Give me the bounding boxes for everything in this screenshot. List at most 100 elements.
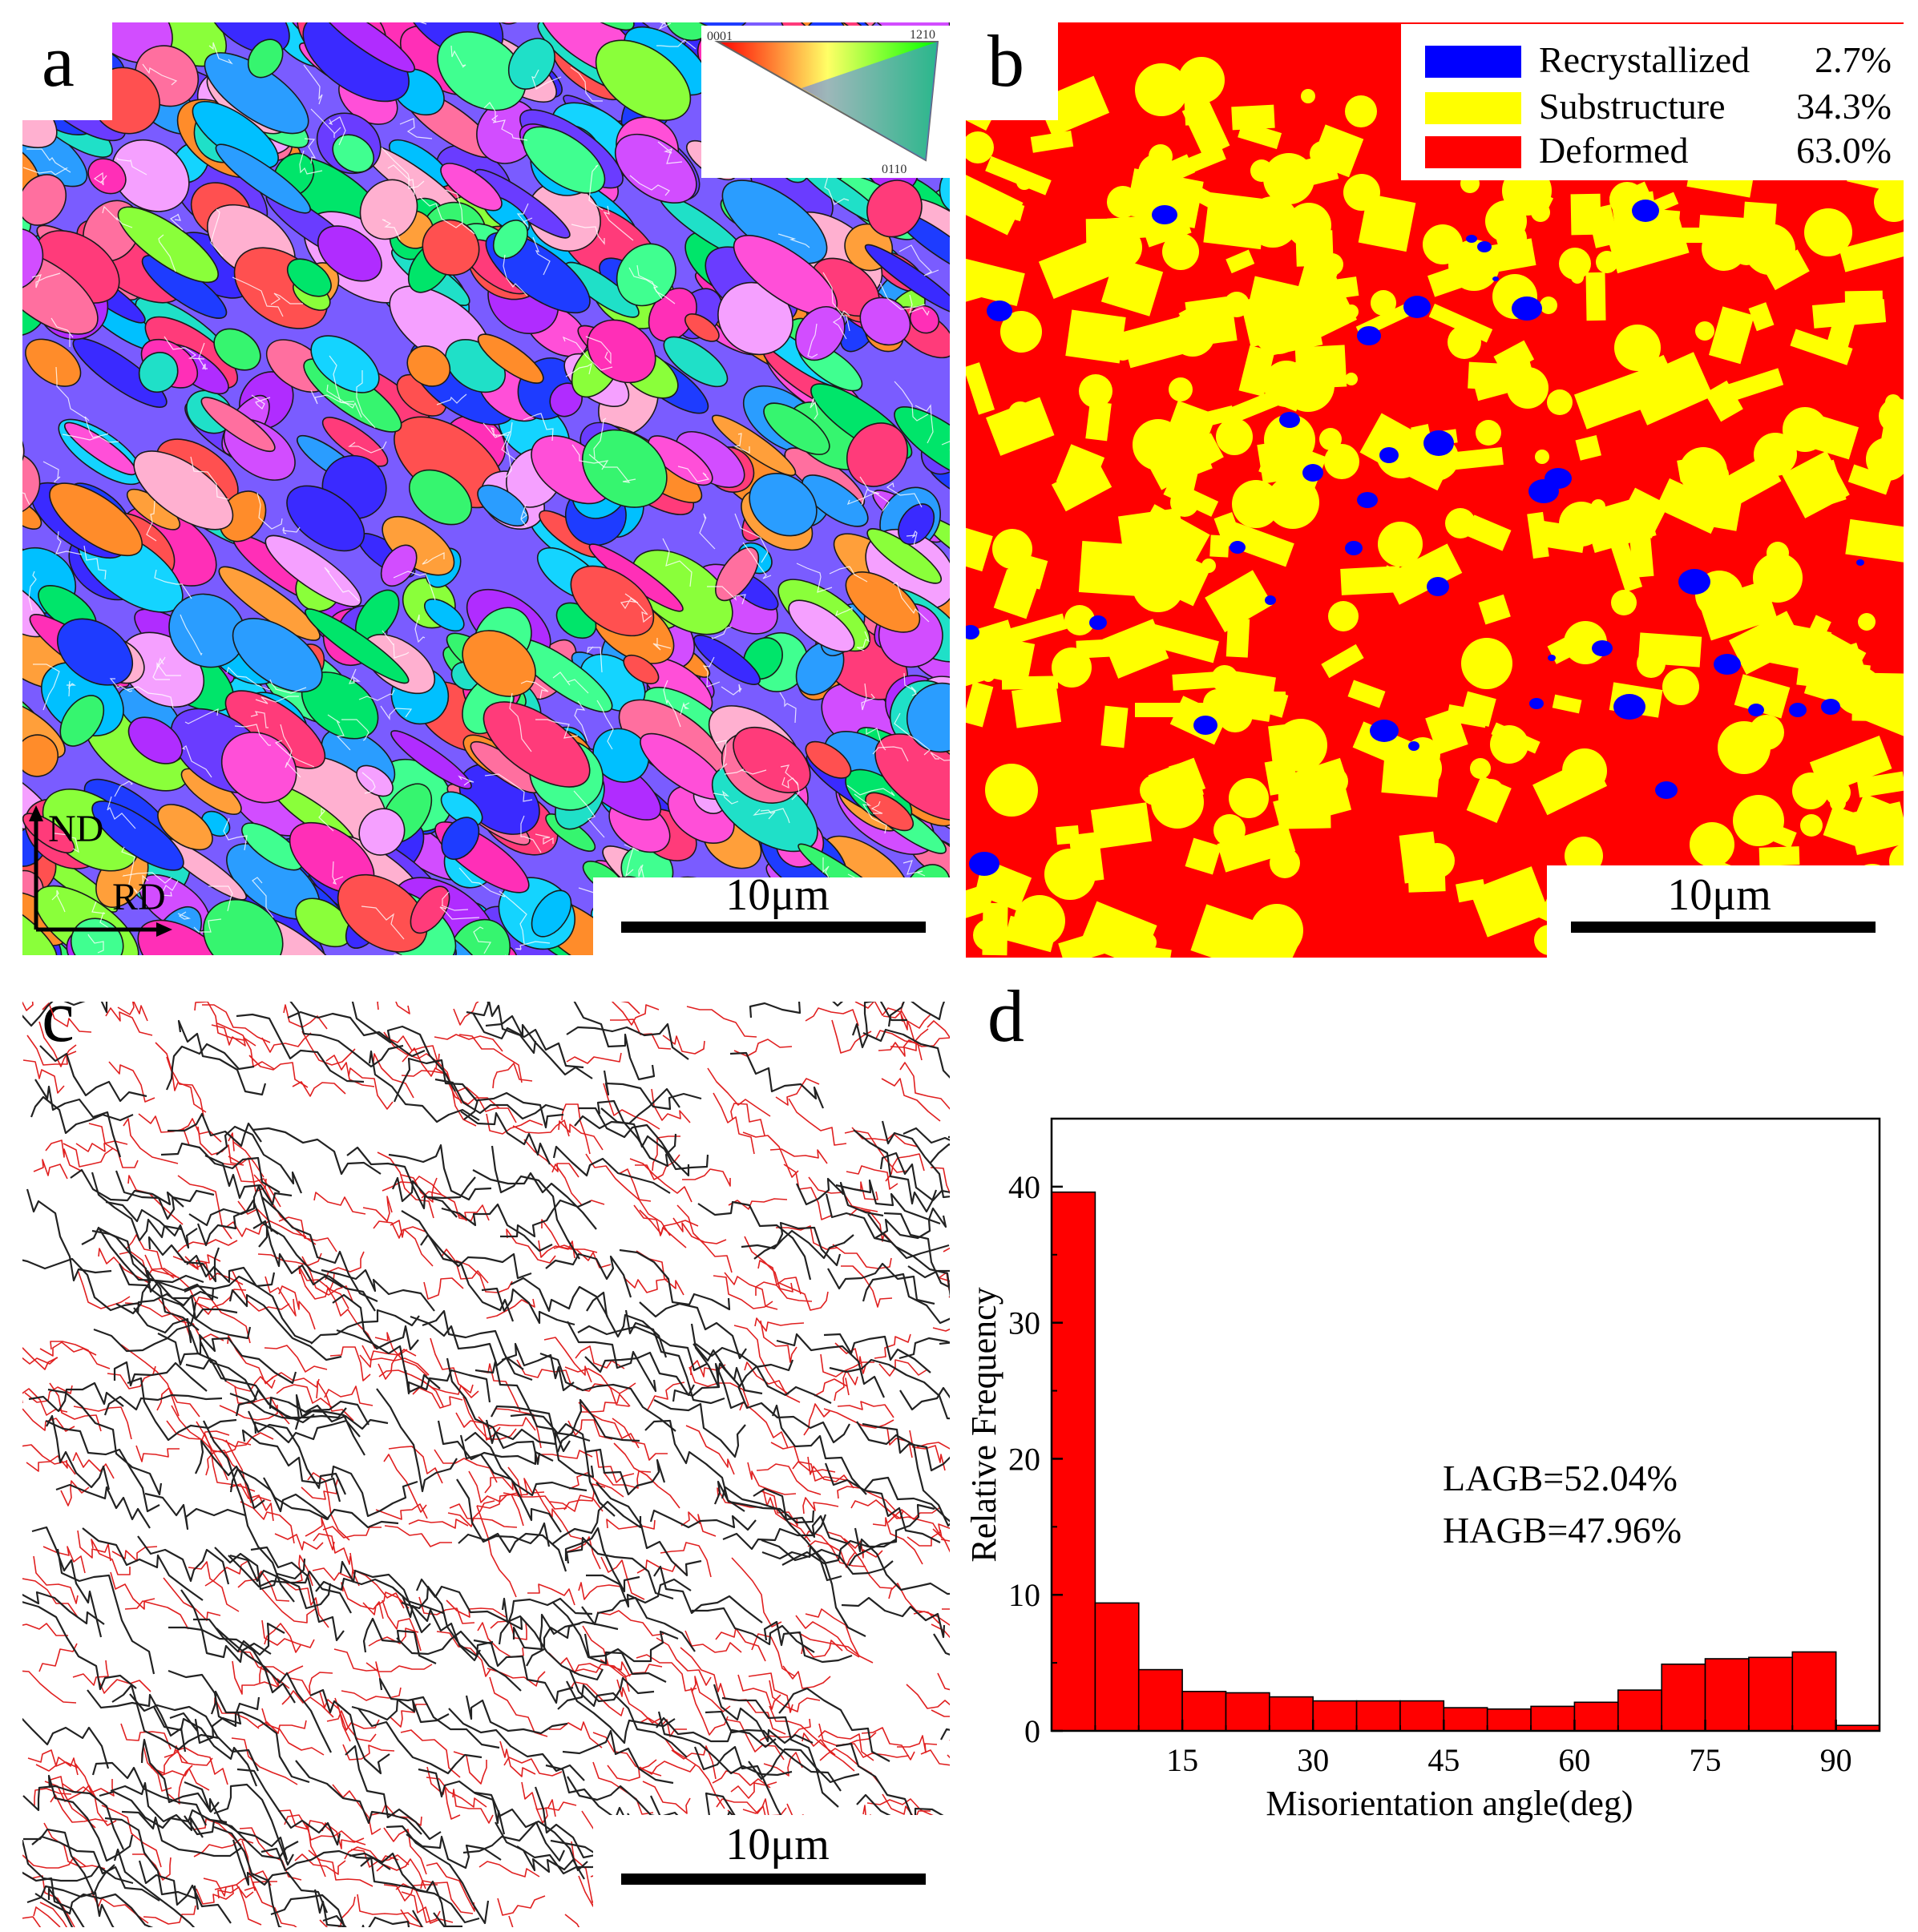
high-angle-boundary: [556, 1398, 640, 1453]
low-angle-boundary: [150, 1765, 210, 1791]
low-angle-boundary: [342, 1744, 395, 1761]
recrystallized-grain: [1544, 468, 1572, 489]
low-angle-boundary: [680, 701, 690, 716]
substructure-region: [1232, 480, 1280, 528]
high-angle-boundary: [874, 1207, 947, 1240]
low-angle-boundary: [414, 614, 426, 643]
low-angle-boundary: [38, 1643, 78, 1672]
low-angle-boundary: [906, 1684, 950, 1728]
legend-percent-substructure: 34.3%: [1796, 86, 1892, 127]
high-angle-boundary: [804, 1916, 902, 1927]
low-angle-boundary: [603, 1083, 660, 1130]
grain: [570, 565, 655, 637]
low-angle-boundary: [535, 833, 554, 845]
low-angle-boundary: [277, 1809, 326, 1878]
high-angle-boundary: [22, 1712, 110, 1769]
low-angle-boundary: [225, 1439, 272, 1503]
low-angle-boundary: [520, 680, 549, 700]
nd-rd-axes: ND RD: [29, 805, 172, 937]
low-angle-boundary: [512, 1119, 570, 1137]
legend-percent-deformed: 63.0%: [1796, 130, 1892, 171]
substructure-region: [1731, 235, 1762, 265]
high-angle-boundary: [472, 1012, 584, 1069]
high-angle-boundary: [127, 1377, 237, 1442]
low-angle-boundary: [84, 416, 109, 438]
high-angle-boundary: [216, 1125, 303, 1194]
high-angle-boundary: [636, 1916, 758, 1927]
substructure-region: [1559, 502, 1604, 547]
grain: [157, 804, 213, 851]
low-angle-boundary: [832, 1244, 892, 1269]
low-angle-boundary: [620, 598, 639, 610]
grain: [406, 345, 451, 387]
legend-percent-recrystallized: 2.7%: [1815, 39, 1892, 80]
low-angle-boundary: [492, 119, 528, 141]
low-angle-boundary: [332, 861, 344, 885]
low-angle-boundary: [953, 1810, 962, 1850]
high-angle-boundary: [501, 1342, 575, 1392]
low-angle-boundary: [196, 1421, 252, 1454]
low-angle-boundary: [462, 1396, 517, 1440]
low-angle-boundary: [299, 150, 323, 175]
low-angle-boundary: [255, 696, 299, 704]
high-angle-boundary: [856, 1793, 950, 1830]
low-angle-boundary: [515, 1929, 575, 1932]
high-angle-boundary: [887, 1002, 950, 1027]
low-angle-boundary: [75, 1140, 128, 1152]
high-angle-boundary: [881, 1120, 950, 1210]
substructure-region: [1614, 325, 1661, 371]
low-angle-boundary: [274, 1533, 324, 1551]
low-angle-boundary: [652, 1135, 680, 1172]
low-angle-boundary: [22, 487, 30, 506]
low-angle-boundary: [261, 1619, 315, 1648]
high-angle-boundary: [899, 1386, 950, 1447]
histogram-bar: [1399, 1700, 1445, 1732]
high-angle-boundary: [830, 1894, 933, 1927]
substructure-region: [982, 669, 995, 682]
low-angle-boundary: [930, 1167, 950, 1209]
high-angle-boundary: [368, 1050, 480, 1123]
high-angle-boundary: [705, 1710, 842, 1792]
high-angle-boundary: [260, 1847, 391, 1872]
low-angle-boundary: [123, 1118, 179, 1164]
high-angle-boundary: [103, 1394, 223, 1416]
panel-d-letter: d: [987, 975, 1024, 1057]
low-angle-boundary: [551, 1164, 605, 1206]
substructure-region: [995, 613, 1068, 648]
x-tick-label: 15: [1166, 1742, 1198, 1778]
low-angle-boundary: [452, 1789, 494, 1824]
low-angle-boundary: [937, 1672, 950, 1719]
low-angle-boundary: [850, 1499, 904, 1519]
low-angle-boundary: [730, 1781, 777, 1799]
grain: [218, 566, 321, 641]
low-angle-boundary: [483, 102, 499, 123]
low-angle-boundary: [33, 1906, 92, 1927]
low-angle-boundary: [54, 833, 79, 853]
high-angle-boundary: [23, 1828, 115, 1896]
panel-a-letter: a: [42, 20, 75, 102]
high-angle-boundary: [140, 1738, 220, 1813]
low-angle-boundary: [326, 384, 362, 418]
substructure-region: [1217, 822, 1296, 873]
substructure-region: [1534, 925, 1565, 955]
high-angle-boundary: [111, 1684, 220, 1751]
histogram-bar: [1225, 1692, 1270, 1732]
high-angle-boundary: [848, 1503, 935, 1567]
high-angle-boundary: [147, 1236, 220, 1283]
low-angle-boundary: [795, 1615, 860, 1658]
low-angle-boundary: [890, 1037, 950, 1048]
high-angle-boundary: [713, 1684, 814, 1744]
histogram-bar: [1268, 1696, 1314, 1732]
high-angle-boundary: [657, 1711, 793, 1777]
low-angle-boundary: [426, 1862, 475, 1912]
high-angle-boundary: [261, 1196, 378, 1303]
low-angle-boundary: [91, 1539, 131, 1575]
recrystallized-grain: [1655, 781, 1678, 799]
high-angle-boundary: [322, 1914, 418, 1927]
recrystallized-grain: [1632, 200, 1659, 222]
low-angle-boundary: [532, 236, 551, 276]
low-angle-boundary: [228, 1132, 264, 1178]
low-angle-boundary: [607, 1759, 657, 1781]
high-angle-boundary: [216, 1627, 332, 1753]
low-angle-boundary: [521, 1781, 556, 1817]
